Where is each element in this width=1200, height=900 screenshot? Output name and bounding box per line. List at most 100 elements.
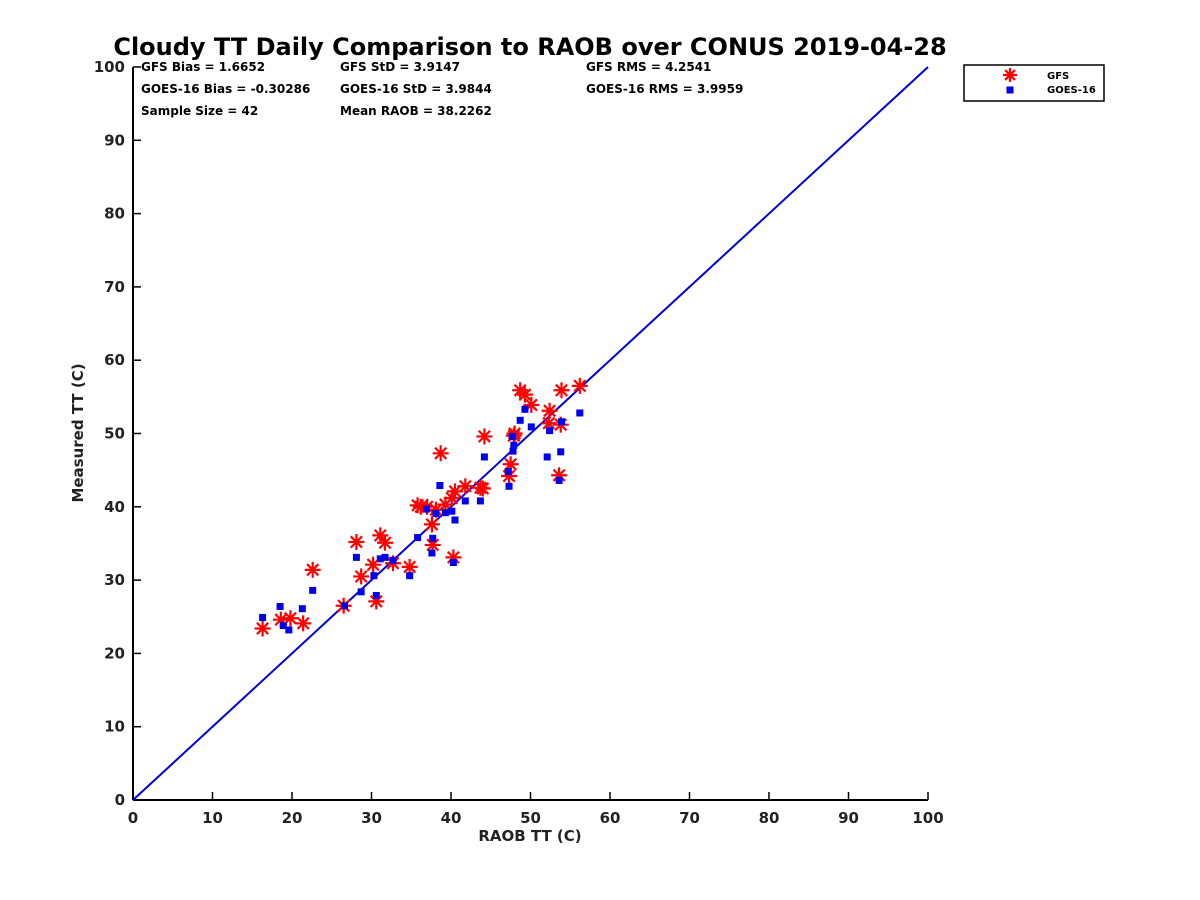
gfs-point xyxy=(432,445,449,462)
goes-16-point xyxy=(505,482,513,490)
goes-16-point xyxy=(510,441,518,449)
x-tick-label: 80 xyxy=(759,809,780,827)
goes-16-point xyxy=(504,468,512,476)
goes-16-point xyxy=(449,559,457,567)
stats-panel: GFS Bias = 1.6652 GOES-16 Bias = -0.3028… xyxy=(141,60,743,118)
goes-16-point xyxy=(381,553,389,561)
legend-goes-16-marker xyxy=(1006,86,1014,94)
legend-box xyxy=(963,64,1105,102)
y-axis-label: Measured TT (C) xyxy=(69,363,87,502)
x-tick-label: 30 xyxy=(361,809,382,827)
goes-16-point xyxy=(429,534,437,542)
x-tick-label: 10 xyxy=(202,809,223,827)
x-tick-label: 0 xyxy=(128,809,138,827)
one-to-one-line xyxy=(132,66,929,801)
y-tick-label: 100 xyxy=(94,58,125,76)
axes: 0 10 20 30 40 50 60 70 80 90 100 0 10 20 30 40 50 60 70 80 9… xyxy=(94,58,944,827)
y-tick-label: 60 xyxy=(104,351,125,369)
reference-line-group xyxy=(132,66,929,801)
x-tick-label: 40 xyxy=(441,809,462,827)
y-tick-label: 30 xyxy=(104,571,125,589)
y-tick-label: 50 xyxy=(104,425,125,443)
gfs-point xyxy=(377,534,394,551)
goes-16-point xyxy=(557,448,565,456)
goes-16-series xyxy=(259,405,584,634)
stat-gfs-bias: GFS Bias = 1.6652 xyxy=(141,60,265,74)
x-tick-label: 100 xyxy=(912,809,943,827)
gfs-point xyxy=(445,549,462,566)
goes-16-point xyxy=(527,423,535,431)
goes-16-point xyxy=(461,497,469,505)
gfs-point xyxy=(446,483,463,500)
stat-goes-std: GOES-16 StD = 3.9844 xyxy=(340,82,492,96)
goes-16-point xyxy=(298,605,306,613)
goes-16-point xyxy=(372,591,380,599)
legend-gfs-label: GFS xyxy=(1047,71,1069,82)
goes-16-point xyxy=(509,447,517,455)
goes-16-point xyxy=(357,588,365,596)
chart-title: Cloudy TT Daily Comparison to RAOB over … xyxy=(113,33,946,61)
goes-16-point xyxy=(428,549,436,557)
goes-16-point xyxy=(352,553,360,561)
goes-16-point xyxy=(543,453,551,461)
goes-16-point xyxy=(340,602,348,610)
gfs-point xyxy=(348,533,365,550)
legend-gfs-marker xyxy=(1003,68,1017,82)
stat-mean-raob: Mean RAOB = 38.2262 xyxy=(340,104,492,118)
legend: GFS GOES-16 xyxy=(963,64,1105,102)
goes-16-point xyxy=(370,572,378,580)
stat-gfs-rms: GFS RMS = 4.2541 xyxy=(586,60,711,74)
legend-goes-16-square xyxy=(1006,86,1014,94)
goes-16-point xyxy=(480,453,488,461)
goes-16-point xyxy=(285,626,293,634)
gfs-point xyxy=(295,615,312,632)
x-axis-label: RAOB TT (C) xyxy=(478,827,581,845)
stat-goes-bias: GOES-16 Bias = -0.30286 xyxy=(141,82,310,96)
goes-16-point xyxy=(422,505,430,513)
gfs-point xyxy=(304,561,321,578)
legend-gfs-asterisk xyxy=(1003,68,1017,82)
gfs-point xyxy=(541,402,558,419)
goes-16-point xyxy=(279,622,287,630)
goes-16-point xyxy=(558,418,566,426)
goes-16-point xyxy=(521,405,529,413)
goes-16-point xyxy=(576,409,584,417)
gfs-point xyxy=(443,490,460,507)
gfs-point xyxy=(502,456,519,473)
gfs-point xyxy=(474,480,491,497)
gfs-point xyxy=(423,516,440,533)
goes-16-point xyxy=(414,534,422,542)
gfs-point xyxy=(353,568,370,585)
y-tick-label: 70 xyxy=(104,278,125,296)
y-tick-label: 0 xyxy=(115,791,125,809)
gfs-series xyxy=(254,377,588,637)
goes-16-point xyxy=(516,416,524,424)
gfs-point xyxy=(457,478,474,495)
goes-16-point xyxy=(309,586,317,594)
x-tick-label: 60 xyxy=(600,809,621,827)
y-tick-label: 40 xyxy=(104,498,125,516)
goes-16-point xyxy=(476,497,484,505)
goes-16-point xyxy=(546,427,554,435)
y-tick-label: 10 xyxy=(104,718,125,736)
goes-16-point xyxy=(432,509,440,517)
goes-16-point xyxy=(448,507,456,515)
y-tick-label: 90 xyxy=(104,131,125,149)
gfs-point xyxy=(571,377,588,394)
gfs-point xyxy=(368,593,385,610)
goes-16-point xyxy=(451,516,459,524)
x-tick-label: 50 xyxy=(520,809,541,827)
goes-16-point xyxy=(406,572,414,580)
gfs-point xyxy=(516,386,533,403)
stat-sample-size: Sample Size = 42 xyxy=(141,104,258,118)
x-tick-label: 20 xyxy=(282,809,303,827)
gfs-point xyxy=(282,610,299,627)
gfs-point xyxy=(254,620,271,637)
goes-16-point xyxy=(441,509,449,517)
goes-16-point xyxy=(259,613,267,621)
gfs-point xyxy=(553,382,570,399)
goes-16-point xyxy=(508,432,516,440)
x-tick-label: 70 xyxy=(679,809,700,827)
stat-goes-rms: GOES-16 RMS = 3.9959 xyxy=(586,82,743,96)
